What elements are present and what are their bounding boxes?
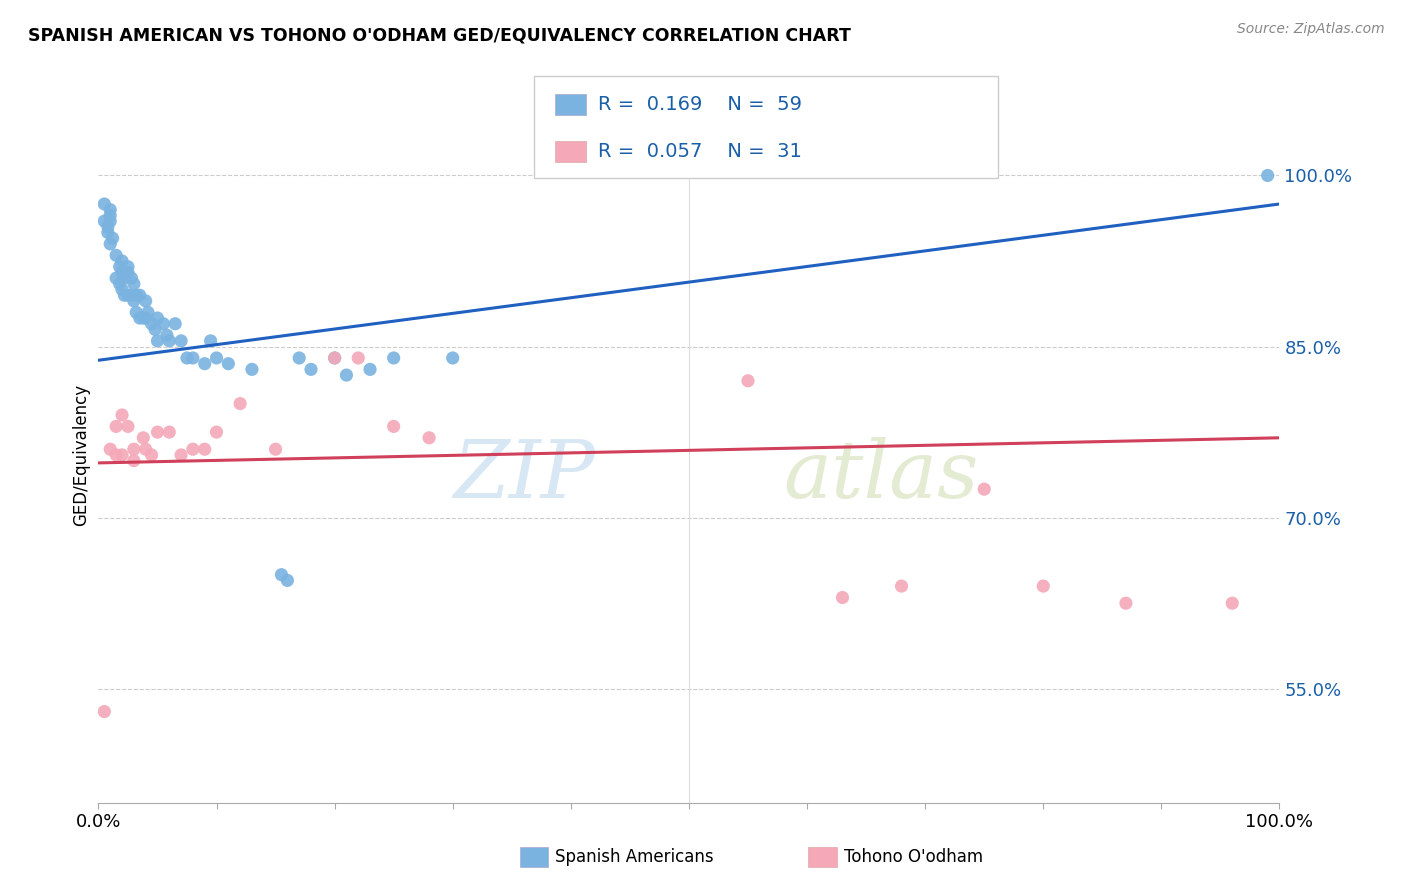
Point bbox=[200, 334, 222, 348]
Point bbox=[141, 317, 163, 331]
Text: atlas: atlas bbox=[783, 437, 979, 515]
Y-axis label: GED/Equivalency: GED/Equivalency bbox=[72, 384, 90, 526]
Text: Source: ZipAtlas.com: Source: ZipAtlas.com bbox=[1237, 22, 1385, 37]
Point bbox=[93, 214, 115, 228]
Point bbox=[111, 283, 134, 297]
Point bbox=[98, 236, 121, 251]
Point bbox=[135, 442, 157, 457]
Point bbox=[117, 288, 139, 302]
Point bbox=[98, 208, 121, 222]
Point bbox=[98, 442, 121, 457]
Point bbox=[217, 357, 239, 371]
Point bbox=[97, 226, 120, 240]
Point bbox=[170, 448, 193, 462]
Point bbox=[105, 271, 128, 285]
Point bbox=[299, 362, 322, 376]
Point bbox=[128, 311, 150, 326]
Point bbox=[111, 408, 134, 422]
Point bbox=[105, 448, 128, 462]
Point bbox=[121, 288, 143, 302]
Point bbox=[146, 311, 169, 326]
Text: Tohono O'odham: Tohono O'odham bbox=[844, 848, 983, 866]
Point bbox=[121, 271, 143, 285]
Point bbox=[323, 351, 346, 365]
Point bbox=[288, 351, 311, 365]
Point bbox=[135, 311, 157, 326]
Point bbox=[112, 288, 135, 302]
Point bbox=[240, 362, 263, 376]
Point bbox=[170, 334, 193, 348]
Point bbox=[97, 219, 120, 234]
Point bbox=[229, 396, 252, 410]
Point bbox=[1220, 596, 1243, 610]
Point bbox=[136, 305, 159, 319]
Text: Spanish Americans: Spanish Americans bbox=[555, 848, 714, 866]
Point bbox=[347, 351, 370, 365]
Point bbox=[108, 260, 131, 274]
Point bbox=[125, 305, 148, 319]
Point bbox=[125, 288, 148, 302]
Point bbox=[122, 442, 145, 457]
Point bbox=[831, 591, 853, 605]
Point bbox=[141, 448, 163, 462]
Point bbox=[105, 248, 128, 262]
Point bbox=[418, 431, 440, 445]
Point bbox=[111, 265, 134, 279]
Point bbox=[264, 442, 287, 457]
Point bbox=[194, 442, 217, 457]
Point bbox=[152, 317, 174, 331]
Point bbox=[1115, 596, 1137, 610]
Point bbox=[205, 351, 228, 365]
Point bbox=[441, 351, 464, 365]
Point bbox=[111, 254, 134, 268]
Point bbox=[323, 351, 346, 365]
Point bbox=[146, 334, 169, 348]
Point bbox=[122, 453, 145, 467]
Text: R =  0.169    N =  59: R = 0.169 N = 59 bbox=[598, 95, 801, 114]
Point bbox=[122, 293, 145, 308]
Point bbox=[105, 419, 128, 434]
Point bbox=[112, 271, 135, 285]
Point bbox=[276, 574, 298, 588]
Point bbox=[98, 202, 121, 217]
Point bbox=[205, 425, 228, 439]
Point bbox=[132, 311, 155, 326]
Point bbox=[382, 419, 405, 434]
Point bbox=[122, 277, 145, 291]
Point bbox=[270, 567, 292, 582]
Point bbox=[135, 293, 157, 308]
Point bbox=[156, 328, 179, 343]
Point bbox=[93, 197, 115, 211]
Point bbox=[128, 288, 150, 302]
Point bbox=[93, 705, 115, 719]
Point bbox=[181, 351, 204, 365]
Point bbox=[108, 277, 131, 291]
Point bbox=[143, 322, 166, 336]
Point bbox=[111, 448, 134, 462]
Point bbox=[973, 482, 995, 496]
Point bbox=[176, 351, 198, 365]
Point bbox=[117, 260, 139, 274]
Point bbox=[194, 357, 217, 371]
Point bbox=[165, 317, 187, 331]
Point bbox=[1257, 169, 1279, 183]
Point bbox=[890, 579, 912, 593]
Point bbox=[157, 334, 180, 348]
Point bbox=[359, 362, 381, 376]
Point bbox=[101, 231, 124, 245]
Point bbox=[1032, 579, 1054, 593]
Text: R =  0.057    N =  31: R = 0.057 N = 31 bbox=[598, 142, 801, 161]
Point bbox=[117, 419, 139, 434]
Point bbox=[335, 368, 357, 382]
Text: SPANISH AMERICAN VS TOHONO O'ODHAM GED/EQUIVALENCY CORRELATION CHART: SPANISH AMERICAN VS TOHONO O'ODHAM GED/E… bbox=[28, 27, 851, 45]
Point bbox=[117, 265, 139, 279]
Point bbox=[146, 425, 169, 439]
Point bbox=[132, 431, 155, 445]
Point bbox=[382, 351, 405, 365]
Text: ZIP: ZIP bbox=[453, 437, 595, 515]
Point bbox=[98, 214, 121, 228]
Point bbox=[157, 425, 180, 439]
Point bbox=[737, 374, 759, 388]
Point bbox=[181, 442, 204, 457]
